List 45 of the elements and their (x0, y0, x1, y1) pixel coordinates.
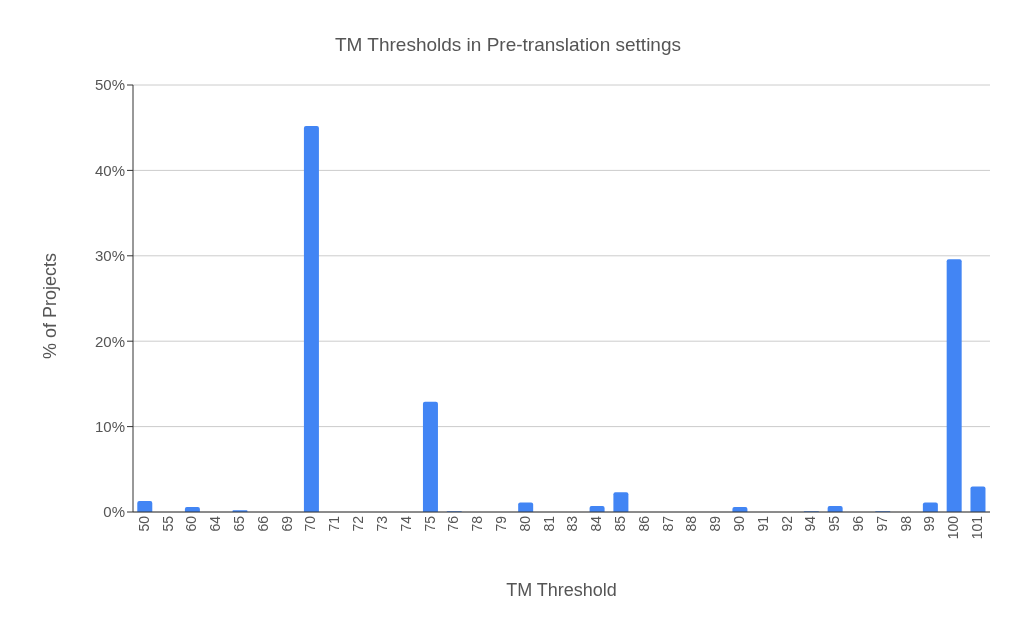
x-tick-label: 72 (350, 515, 367, 532)
x-tick-label: 70 (302, 515, 319, 532)
x-tick-label: 60 (183, 515, 200, 532)
x-tick-label: 87 (659, 515, 676, 532)
x-tick-label: 55 (159, 515, 176, 532)
x-tick-label: 79 (492, 515, 509, 532)
x-tick-label: 80 (516, 515, 533, 532)
x-tick-label: 98 (897, 515, 914, 532)
x-tick-label: 96 (850, 515, 867, 532)
x-tick-label: 83 (564, 515, 581, 532)
x-tick-label: 89 (707, 515, 724, 532)
x-tick-label: 81 (540, 515, 557, 532)
x-tick-label: 94 (802, 515, 819, 532)
y-tick-label: 40% (94, 161, 125, 179)
x-tick-label: 78 (469, 515, 486, 532)
x-tick-label: 88 (683, 515, 700, 532)
x-tick-label: 91 (754, 515, 771, 532)
x-tick-label: 97 (873, 515, 890, 532)
x-tick-label: 66 (254, 515, 271, 532)
x-tick-label: 75 (421, 515, 438, 532)
x-tick-label: 50 (135, 515, 152, 532)
y-tick-label: 50% (94, 76, 125, 94)
x-tick-label: 76 (445, 515, 462, 532)
chart-title: TM Thresholds in Pre-translation settings (334, 34, 682, 56)
x-tick-label: 64 (207, 515, 224, 532)
x-tick-label: 65 (231, 515, 248, 532)
x-tick-label: 99 (921, 515, 938, 532)
y-axis-title: % of Projects (39, 252, 61, 360)
x-tick-label: 85 (611, 515, 628, 532)
x-tick-label: 92 (778, 515, 795, 532)
x-tick-label: 71 (326, 515, 343, 532)
x-tick-label: 95 (826, 515, 843, 532)
y-tick-label: 20% (94, 332, 125, 350)
x-tick-label: 90 (730, 515, 747, 532)
x-tick-label: 73 (373, 515, 390, 532)
y-tick-label: 0% (103, 503, 125, 521)
y-tick-label: 30% (94, 247, 125, 265)
x-tick-label: 100 (945, 515, 962, 540)
x-tick-label: 86 (635, 515, 652, 532)
x-tick-label: 84 (588, 515, 605, 532)
x-tick-label: 101 (969, 515, 986, 540)
y-tick-label: 10% (94, 417, 125, 435)
x-tick-label: 74 (397, 515, 414, 532)
x-tick-label: 69 (278, 515, 295, 532)
x-axis-title: TM Threshold (505, 580, 618, 601)
